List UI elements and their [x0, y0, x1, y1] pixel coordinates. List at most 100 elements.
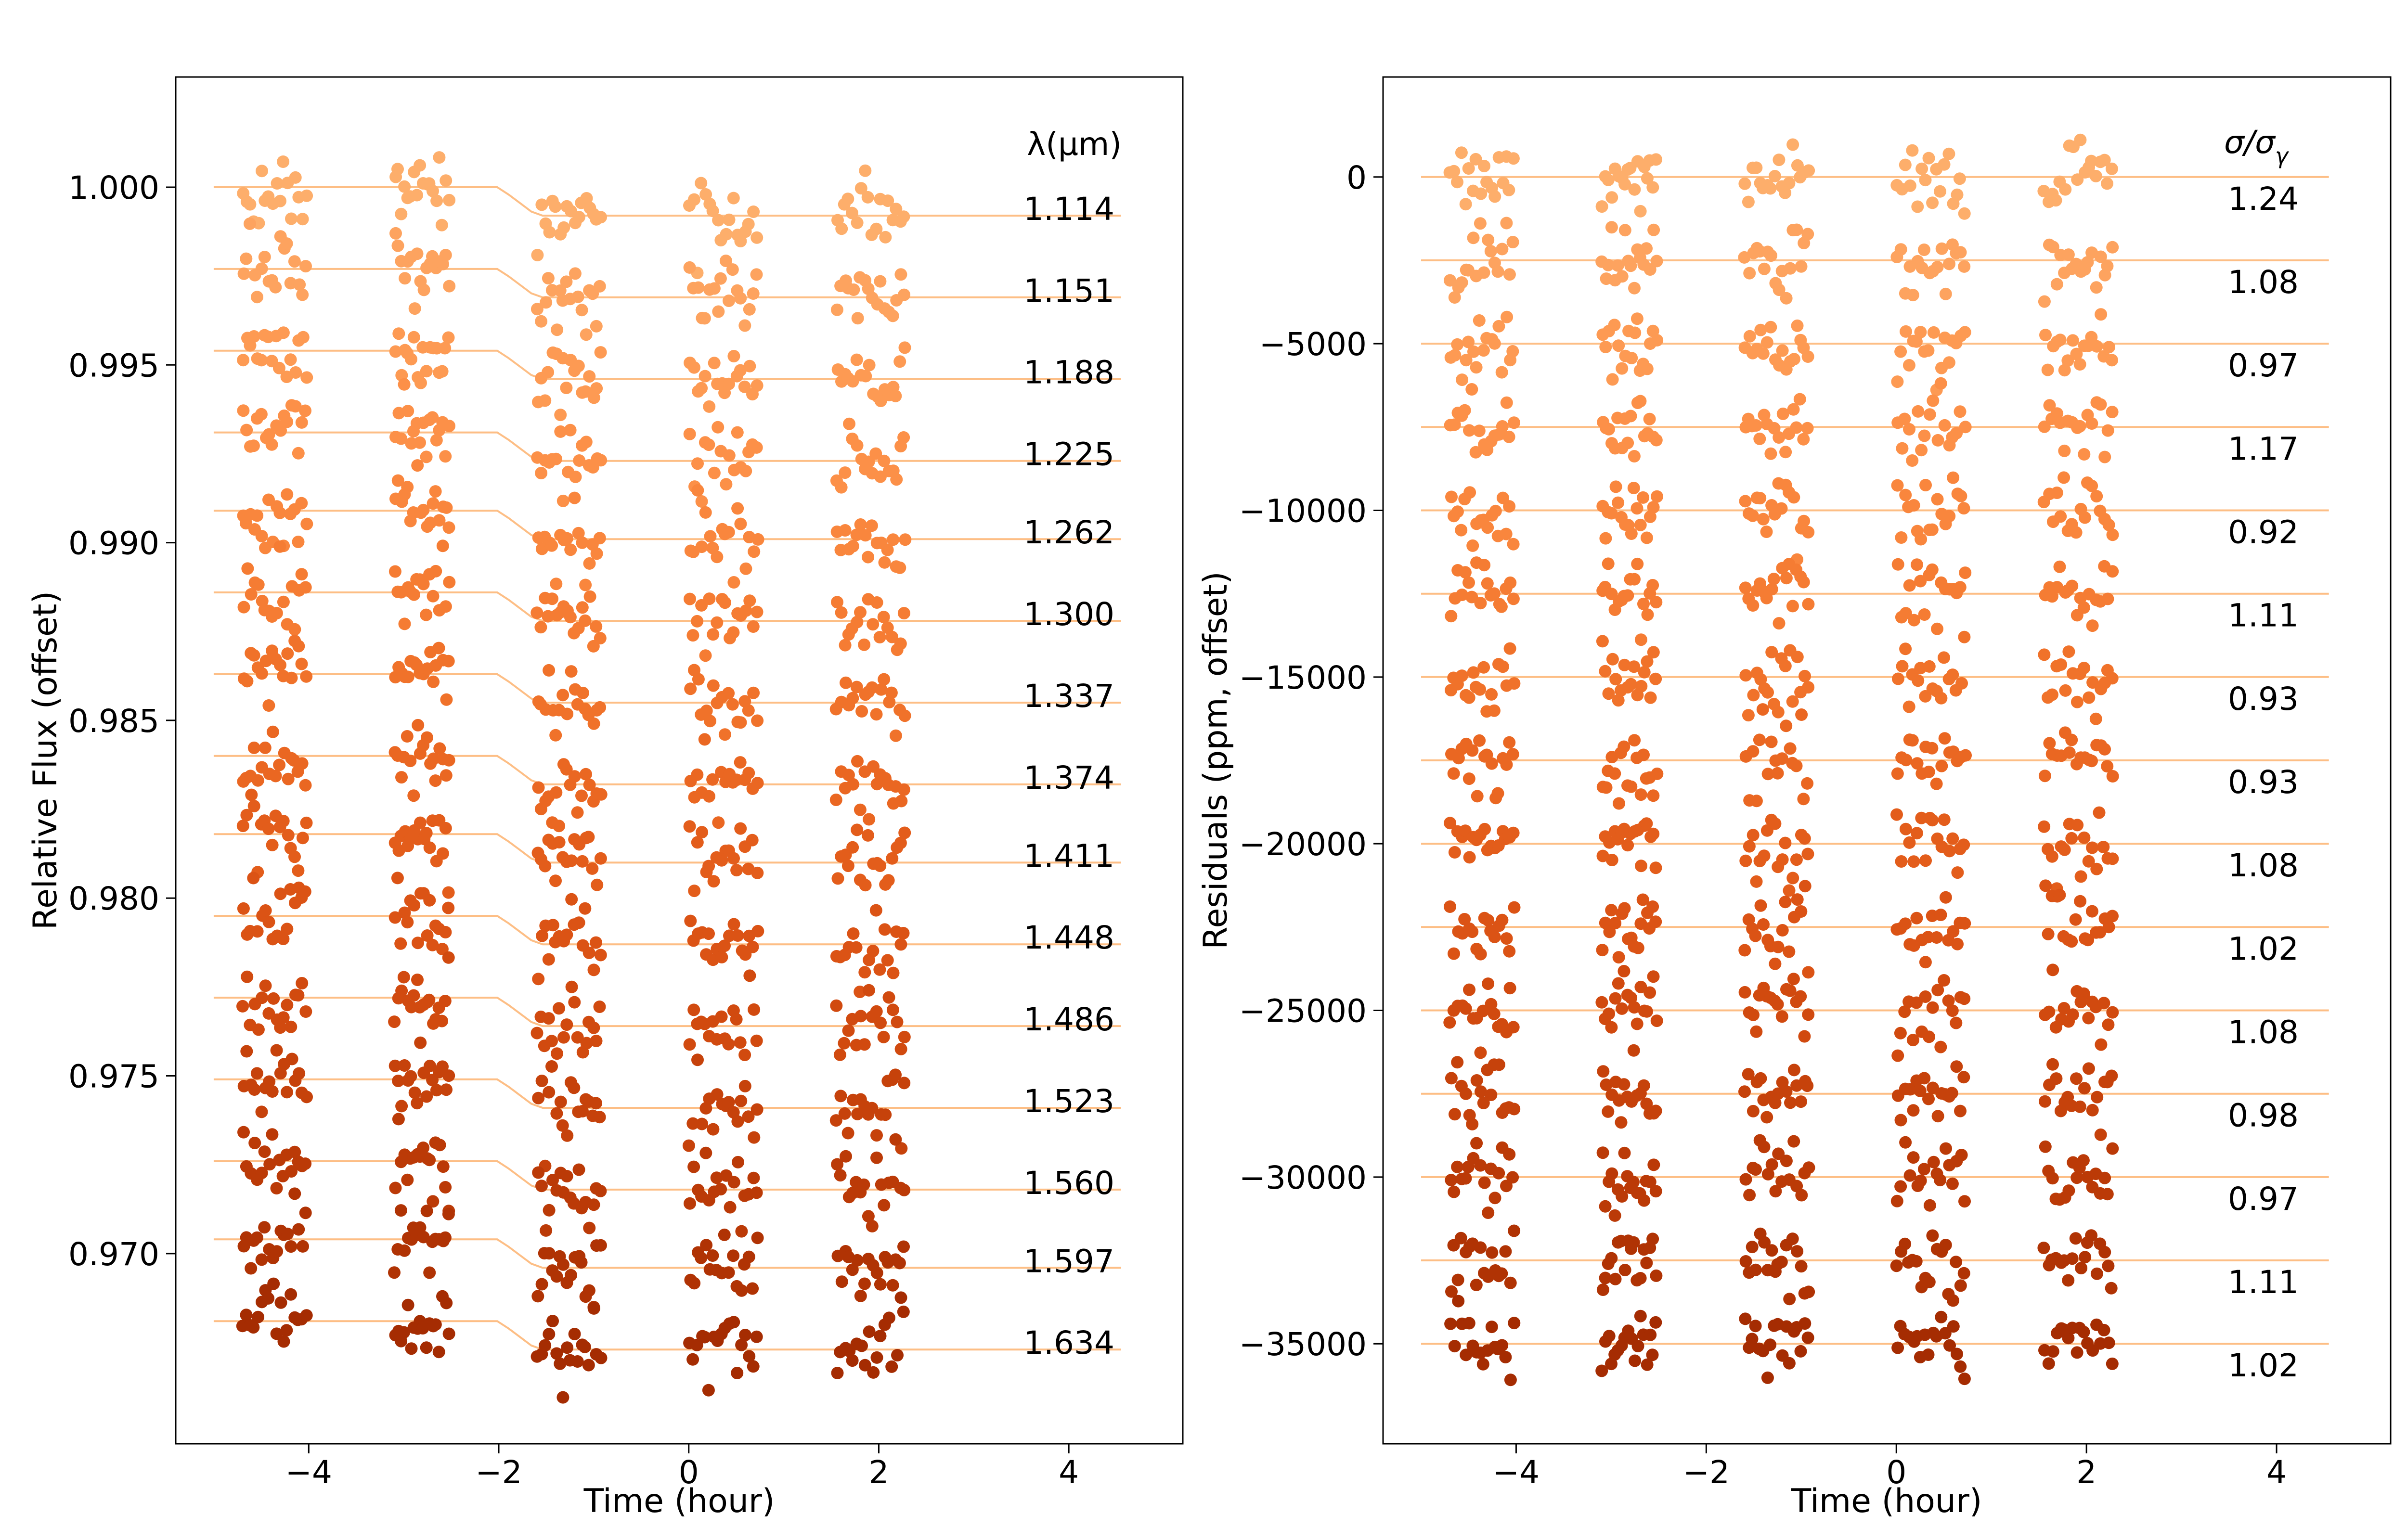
data-point — [1444, 274, 1456, 287]
data-point — [560, 763, 573, 776]
data-point — [851, 439, 864, 452]
data-point — [531, 1290, 544, 1303]
data-point — [1644, 691, 1657, 704]
data-point — [1624, 678, 1637, 691]
data-point — [1618, 740, 1631, 753]
data-point — [411, 459, 424, 472]
data-point — [1764, 182, 1777, 195]
data-point — [751, 924, 764, 937]
data-point — [747, 1171, 760, 1184]
data-point — [1739, 1173, 1752, 1186]
data-point — [1802, 1008, 1815, 1021]
data-point — [722, 1038, 735, 1051]
data-point — [2058, 471, 2071, 484]
data-point — [429, 774, 442, 787]
data-point — [691, 836, 704, 849]
wavelength-label: 1.262 — [1023, 514, 1114, 551]
data-point — [1914, 326, 1927, 339]
data-point — [897, 210, 910, 223]
data-point — [1757, 513, 1770, 526]
data-point — [1758, 849, 1771, 862]
data-point — [1627, 1044, 1640, 1057]
data-point — [587, 717, 600, 730]
data-point — [862, 984, 875, 997]
data-point — [1448, 1185, 1461, 1198]
data-point — [1507, 538, 1520, 551]
data-point — [439, 926, 452, 938]
data-point — [553, 820, 566, 833]
data-point — [583, 370, 596, 383]
x-tick-label: −4 — [285, 1454, 332, 1491]
data-point — [1902, 359, 1915, 372]
data-point — [863, 813, 876, 826]
data-point — [2101, 259, 2114, 272]
data-point — [1640, 531, 1653, 544]
data-point — [423, 1266, 436, 1279]
data-point — [2050, 1072, 2063, 1085]
data-point — [1919, 174, 1932, 187]
data-point — [1775, 1256, 1788, 1269]
data-point — [535, 315, 548, 328]
data-point — [414, 816, 427, 829]
data-point — [1506, 345, 1519, 358]
data-point — [1473, 734, 1486, 747]
data-point — [408, 1086, 421, 1099]
data-point — [1950, 1256, 1963, 1269]
data-point — [593, 1111, 606, 1124]
data-point — [550, 786, 563, 799]
data-point — [401, 730, 414, 743]
data-point — [1618, 1146, 1631, 1159]
data-point — [1651, 767, 1664, 780]
data-point — [1758, 1236, 1771, 1249]
data-point — [300, 189, 313, 202]
data-point — [2094, 1128, 2107, 1141]
data-point — [1465, 383, 1478, 396]
data-point — [1787, 403, 1800, 416]
data-point — [1951, 937, 1964, 950]
data-point — [2042, 927, 2055, 940]
data-point — [858, 966, 871, 979]
data-point — [554, 425, 567, 438]
data-point — [1739, 854, 1752, 867]
data-point — [1507, 1021, 1520, 1034]
data-point — [703, 400, 716, 413]
data-point — [1631, 557, 1644, 570]
data-point — [1485, 688, 1498, 701]
data-point — [443, 576, 456, 589]
data-point — [1599, 341, 1612, 353]
data-point — [1749, 1163, 1762, 1176]
data-point — [1765, 1244, 1778, 1257]
data-point — [1503, 982, 1516, 995]
data-point — [683, 427, 696, 440]
data-point — [1783, 945, 1796, 958]
data-point — [700, 1239, 713, 1252]
data-point — [439, 1181, 452, 1194]
data-point — [1749, 1263, 1762, 1276]
data-point — [412, 937, 424, 950]
data-point — [1793, 393, 1806, 406]
data-point — [251, 509, 264, 522]
data-point — [870, 222, 883, 235]
data-point — [281, 1227, 294, 1240]
data-point — [1891, 558, 1904, 571]
data-point — [2043, 737, 2056, 750]
data-point — [412, 719, 425, 732]
data-point — [2062, 1184, 2075, 1197]
data-point — [429, 485, 442, 498]
data-point — [546, 1174, 559, 1187]
data-point — [722, 526, 735, 539]
data-point — [247, 872, 260, 885]
data-point — [535, 1278, 548, 1291]
data-point — [835, 606, 848, 619]
data-point — [554, 1095, 567, 1108]
data-point — [1907, 855, 1920, 868]
data-point — [898, 709, 911, 722]
data-point — [1451, 1056, 1464, 1069]
data-point — [1786, 872, 1799, 885]
data-point — [1485, 1321, 1498, 1334]
data-point — [1481, 577, 1494, 590]
data-point — [595, 788, 608, 801]
data-point — [1923, 1199, 1936, 1212]
data-point — [1618, 1078, 1631, 1091]
data-point — [556, 1391, 569, 1404]
